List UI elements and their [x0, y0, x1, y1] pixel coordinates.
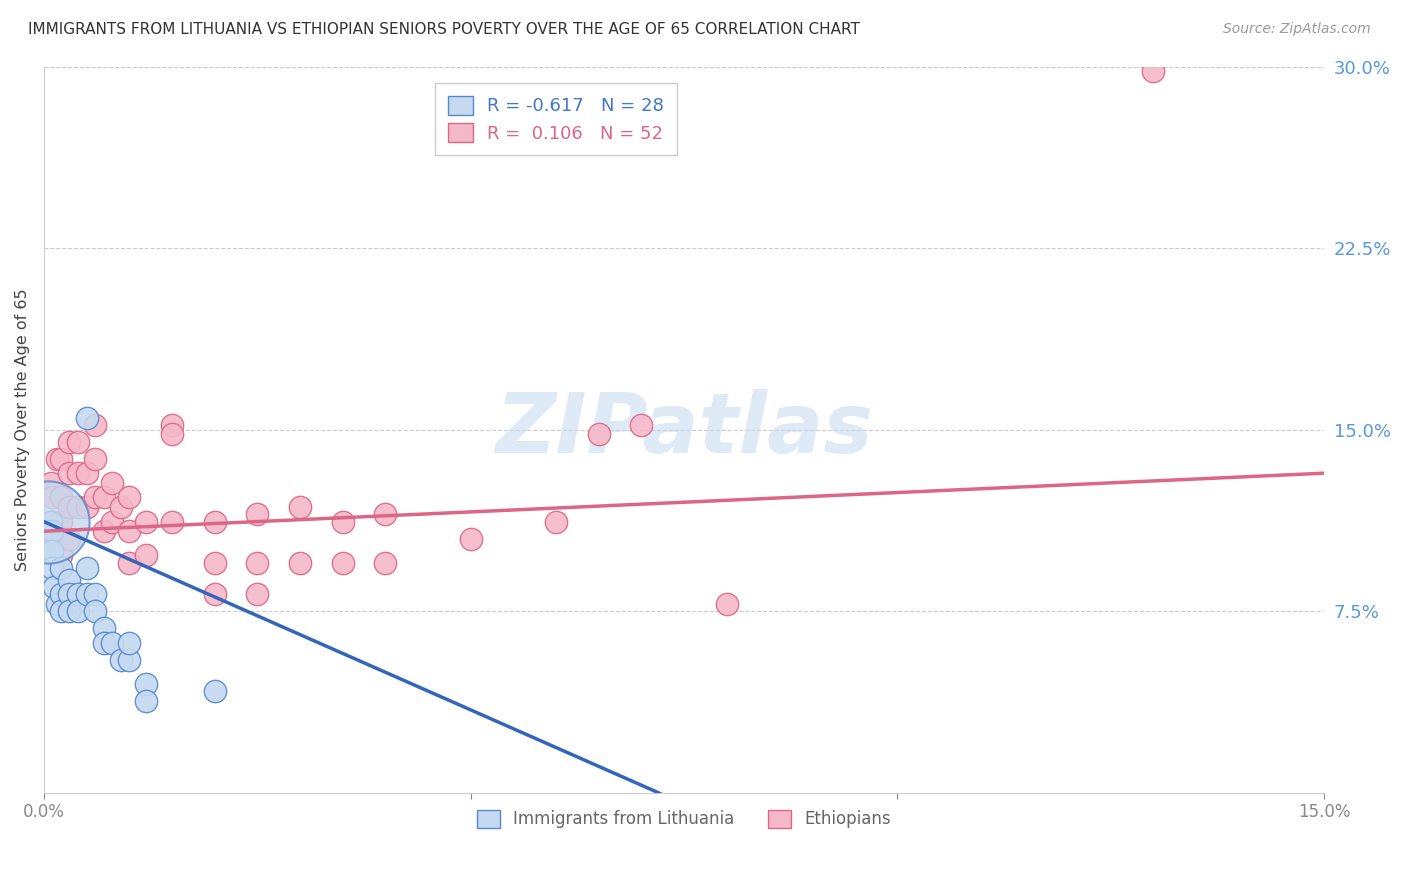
Point [76, 410, 98, 425]
Point [42, 580, 65, 594]
Point [84, 491, 107, 505]
Point [135, 515, 157, 529]
Point [66, 604, 89, 618]
Point [588, 427, 610, 442]
Legend: Immigrants from Lithuania, Ethiopians: Immigrants from Lithuania, Ethiopians [470, 803, 898, 835]
Point [49, 604, 72, 618]
Point [204, 684, 226, 698]
Point [135, 694, 157, 708]
Point [41, 532, 63, 546]
Point [118, 524, 141, 539]
Point [66, 434, 89, 449]
Point [288, 500, 311, 514]
Point [49, 587, 72, 601]
Point [101, 635, 124, 649]
Point [93, 621, 115, 635]
Text: Source: ZipAtlas.com: Source: ZipAtlas.com [1223, 22, 1371, 37]
Point [49, 491, 72, 505]
Point [204, 587, 226, 601]
Point [101, 475, 124, 490]
Point [118, 556, 141, 570]
Point [332, 556, 354, 570]
Point [58, 587, 80, 601]
Point [76, 466, 98, 480]
Point [374, 508, 396, 522]
Point [332, 515, 354, 529]
Point [101, 515, 124, 529]
Point [84, 417, 107, 432]
Point [58, 466, 80, 480]
Point [58, 500, 80, 514]
Point [93, 491, 115, 505]
Point [204, 515, 226, 529]
Point [58, 434, 80, 449]
Point [1142, 64, 1164, 78]
Point [58, 573, 80, 587]
Point [246, 587, 269, 601]
Point [204, 556, 226, 570]
Point [246, 556, 269, 570]
Point [76, 560, 98, 574]
Point [135, 549, 157, 563]
Text: ZIPatlas: ZIPatlas [495, 389, 873, 470]
Point [41, 560, 63, 574]
Point [374, 556, 396, 570]
Point [118, 491, 141, 505]
Point [460, 532, 482, 546]
Point [160, 427, 183, 442]
Point [66, 466, 89, 480]
Point [41, 543, 63, 558]
Point [93, 635, 115, 649]
Point [288, 556, 311, 570]
Point [45, 597, 67, 611]
Point [41, 491, 63, 505]
Point [45, 451, 67, 466]
Point [84, 604, 107, 618]
Point [118, 652, 141, 666]
Point [84, 587, 107, 601]
Point [39, 515, 62, 529]
Text: IMMIGRANTS FROM LITHUANIA VS ETHIOPIAN SENIORS POVERTY OVER THE AGE OF 65 CORREL: IMMIGRANTS FROM LITHUANIA VS ETHIOPIAN S… [28, 22, 860, 37]
Point [76, 500, 98, 514]
Point [41, 515, 63, 529]
Point [716, 597, 738, 611]
Point [160, 417, 183, 432]
Point [66, 587, 89, 601]
Point [49, 560, 72, 574]
Point [41, 524, 63, 539]
Point [110, 500, 132, 514]
Point [118, 635, 141, 649]
Point [160, 515, 183, 529]
Point [630, 417, 652, 432]
Point [37, 515, 59, 529]
Point [544, 515, 567, 529]
Point [58, 604, 80, 618]
Point [58, 532, 80, 546]
Point [84, 451, 107, 466]
Point [39, 475, 62, 490]
Point [76, 587, 98, 601]
Point [135, 677, 157, 691]
Y-axis label: Seniors Poverty Over the Age of 65: Seniors Poverty Over the Age of 65 [15, 288, 30, 571]
Point [66, 500, 89, 514]
Point [246, 508, 269, 522]
Point [110, 652, 132, 666]
Point [49, 549, 72, 563]
Point [93, 524, 115, 539]
Point [49, 515, 72, 529]
Point [49, 451, 72, 466]
